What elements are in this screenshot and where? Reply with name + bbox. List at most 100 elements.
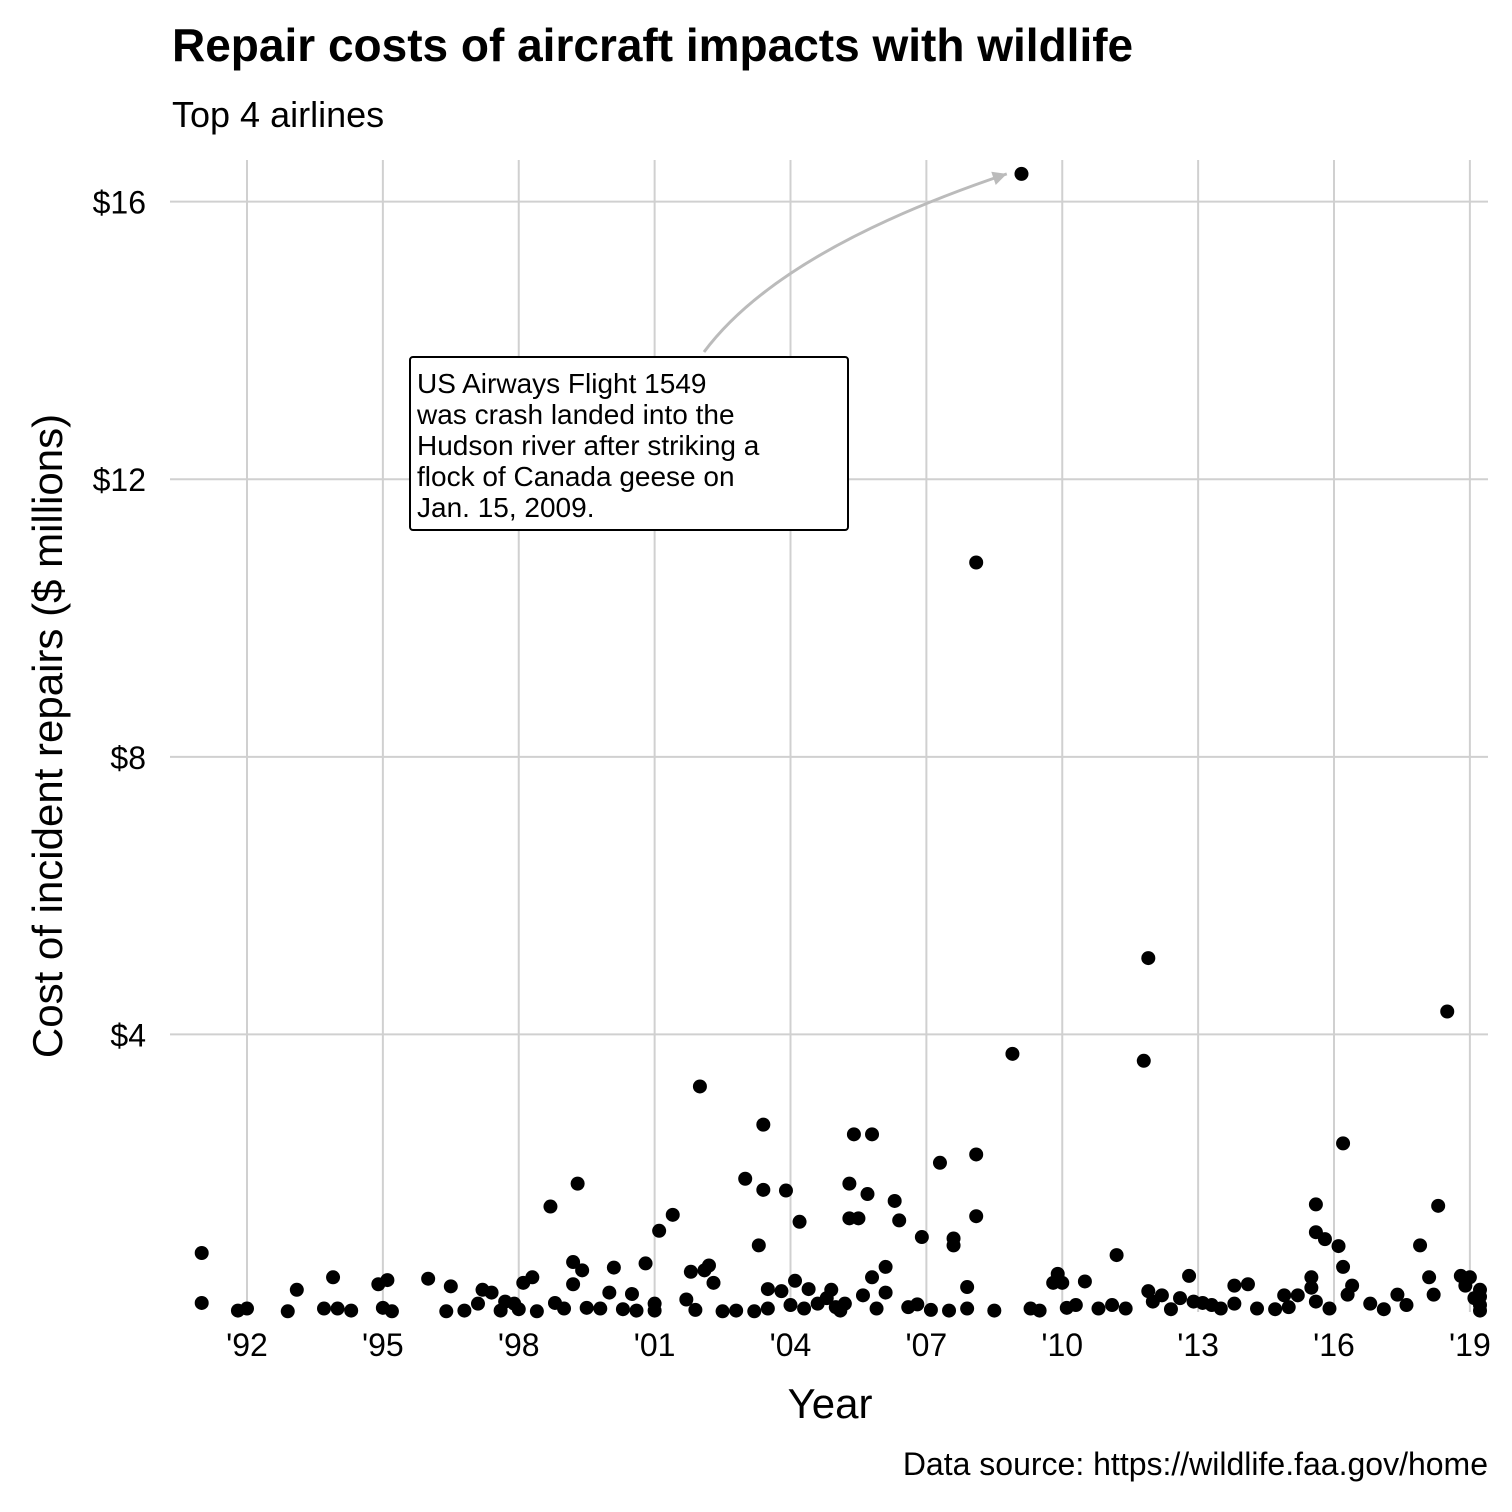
data-point — [738, 1171, 753, 1186]
data-point — [969, 1209, 984, 1224]
data-point — [960, 1280, 975, 1295]
x-tick-label: '16 — [1313, 1327, 1355, 1363]
data-point — [706, 1275, 721, 1290]
data-point — [1213, 1301, 1228, 1316]
x-tick-label: '01 — [634, 1327, 676, 1363]
data-point — [344, 1303, 359, 1318]
data-point — [801, 1282, 816, 1297]
data-point — [788, 1273, 803, 1288]
data-point — [887, 1193, 902, 1208]
data-point — [629, 1303, 644, 1318]
x-tick-label: '04 — [770, 1327, 812, 1363]
data-point — [1431, 1198, 1446, 1213]
data-point — [869, 1301, 884, 1316]
data-point — [457, 1303, 472, 1318]
data-point — [987, 1303, 1002, 1318]
y-tick-label: $16 — [93, 185, 146, 221]
data-point — [316, 1301, 331, 1316]
data-point — [1473, 1289, 1487, 1304]
data-point — [1173, 1291, 1188, 1306]
data-point — [439, 1304, 454, 1319]
data-point — [923, 1302, 938, 1317]
data-point — [326, 1270, 341, 1285]
data-point — [1227, 1296, 1242, 1311]
data-point — [638, 1256, 653, 1271]
data-point — [1345, 1278, 1360, 1293]
data-point — [1290, 1288, 1305, 1303]
annotation-line: US Airways Flight 1549 — [417, 368, 707, 399]
data-point — [751, 1238, 766, 1253]
x-tick-label: '13 — [1177, 1327, 1219, 1363]
data-point — [1163, 1302, 1178, 1317]
data-point — [878, 1285, 893, 1300]
data-point — [566, 1255, 581, 1270]
data-point — [543, 1199, 558, 1214]
data-point — [1105, 1298, 1120, 1313]
data-point — [1336, 1136, 1351, 1151]
x-tick-label: '07 — [906, 1327, 948, 1363]
data-point — [960, 1301, 975, 1316]
data-point — [1426, 1287, 1441, 1302]
annotation-box: US Airways Flight 1549 was crash landed i… — [409, 356, 849, 531]
data-point — [760, 1301, 775, 1316]
data-point — [837, 1296, 852, 1311]
data-point — [1422, 1270, 1437, 1285]
data-point — [615, 1302, 630, 1317]
data-point — [1440, 1004, 1455, 1019]
data-point — [1308, 1294, 1323, 1309]
data-point — [792, 1214, 807, 1229]
data-point — [942, 1303, 957, 1318]
data-point — [1413, 1238, 1428, 1253]
data-point — [1304, 1280, 1319, 1295]
y-tick-label: $8 — [110, 740, 146, 776]
data-point — [1240, 1277, 1255, 1292]
data-point — [665, 1207, 680, 1222]
data-point — [969, 1147, 984, 1162]
data-point — [756, 1182, 771, 1197]
data-point — [330, 1301, 345, 1316]
data-point — [1141, 951, 1156, 966]
data-point — [878, 1259, 893, 1274]
x-tick-label: '98 — [498, 1327, 540, 1363]
x-tick-label: '19 — [1449, 1327, 1491, 1363]
data-point — [846, 1127, 861, 1142]
data-point — [1109, 1248, 1124, 1263]
data-point — [470, 1296, 485, 1311]
data-point — [1250, 1301, 1265, 1316]
data-point — [865, 1127, 880, 1142]
y-tick-label: $12 — [93, 462, 146, 498]
data-point — [1005, 1046, 1020, 1061]
data-point — [1268, 1302, 1283, 1317]
x-tick-label: '92 — [226, 1327, 268, 1363]
tick-labels: '92 '95 '98 '01 '04 '07 '10 '13 '16 '19 $4 $8 $12 $16 — [93, 185, 1491, 1363]
annotation-line: flock of Canada geese on — [417, 461, 735, 492]
data-point — [946, 1231, 961, 1246]
data-point — [421, 1271, 436, 1286]
data-point — [557, 1301, 572, 1316]
data-point — [511, 1302, 526, 1317]
data-point — [865, 1270, 880, 1285]
data-point — [384, 1304, 399, 1319]
data-point — [1473, 1303, 1487, 1318]
data-point — [932, 1155, 947, 1170]
data-point — [683, 1264, 698, 1279]
data-point — [797, 1301, 812, 1316]
data-point — [1331, 1239, 1346, 1254]
data-point — [529, 1304, 544, 1319]
points-layer — [194, 166, 1487, 1319]
data-point — [1322, 1301, 1337, 1316]
data-point — [1277, 1288, 1292, 1303]
data-point — [1014, 166, 1029, 181]
data-point — [647, 1303, 662, 1318]
data-point — [1376, 1302, 1391, 1317]
data-point — [1068, 1298, 1083, 1313]
y-tick-label: $4 — [110, 1017, 146, 1053]
data-point — [575, 1263, 590, 1278]
data-point — [851, 1211, 866, 1226]
annotation-arrow — [702, 172, 1008, 353]
chart-subtitle: Top 4 airlines — [172, 94, 385, 135]
data-point — [679, 1292, 694, 1307]
data-point — [624, 1286, 639, 1301]
data-point — [1462, 1270, 1477, 1285]
